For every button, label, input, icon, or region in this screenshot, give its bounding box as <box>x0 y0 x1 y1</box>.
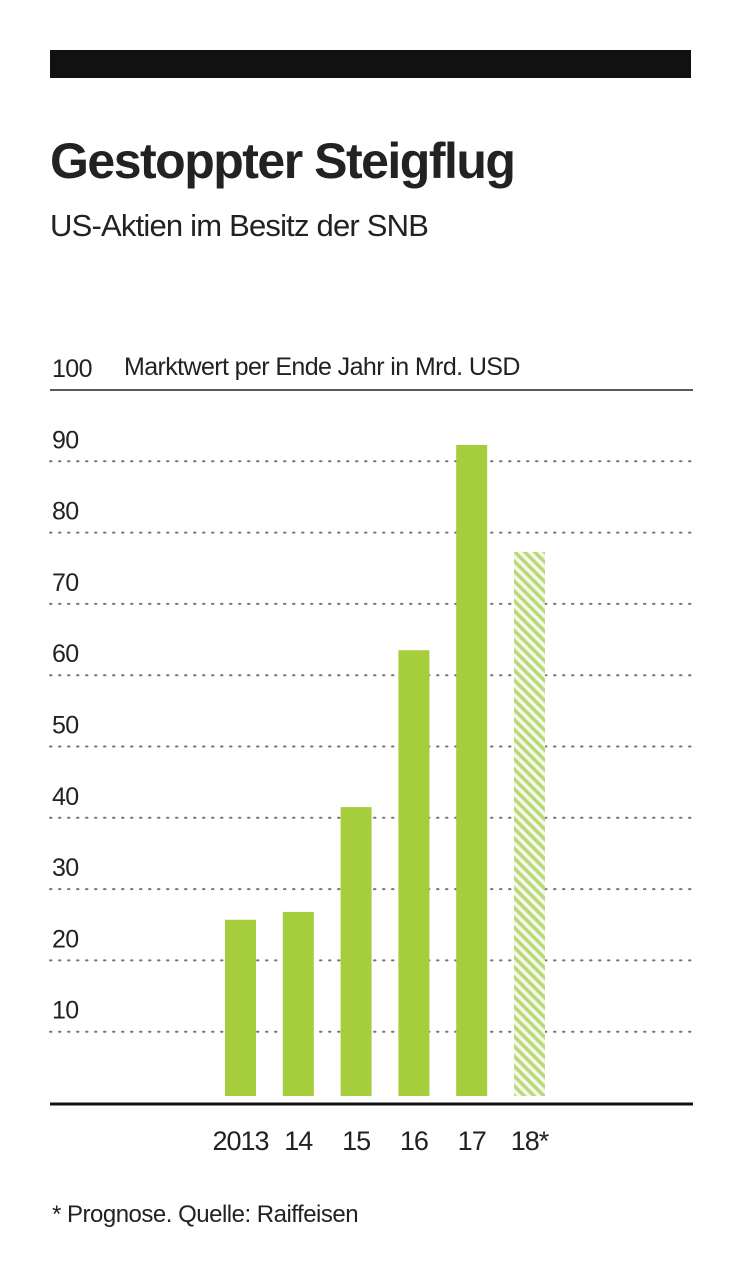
y-tick-label: 90 <box>52 426 79 454</box>
x-tick-label: 16 <box>400 1126 428 1156</box>
bar <box>282 911 314 1096</box>
x-tick-label: 18* <box>511 1126 550 1156</box>
y-axis-label: Marktwert per Ende Jahr in Mrd. USD <box>124 353 520 381</box>
chart-title: Gestoppter Steigflug <box>50 133 514 189</box>
y-tick-label: 100 <box>52 355 92 383</box>
y-tick-label: 40 <box>52 783 79 811</box>
y-tick-label: 60 <box>52 640 79 668</box>
bar <box>225 919 256 1096</box>
y-tick-label: 30 <box>52 854 79 882</box>
bar-forecast <box>514 551 545 1096</box>
x-tick-label: 14 <box>284 1126 313 1156</box>
footnote: * Prognose. Quelle: Raiffeisen <box>52 1201 358 1228</box>
y-tick-label: 50 <box>52 712 79 740</box>
chart-subtitle: US-Aktien im Besitz der SNB <box>50 208 428 243</box>
y-tick-label: 20 <box>52 925 79 953</box>
y-tick-label: 80 <box>52 498 79 526</box>
y-tick-label: 70 <box>52 569 79 597</box>
y-tick-label: 10 <box>52 997 79 1025</box>
bar <box>456 444 488 1096</box>
header-bar <box>50 50 691 78</box>
x-tick-label: 17 <box>458 1126 486 1156</box>
bar <box>398 650 430 1096</box>
x-tick-label: 2013 <box>212 1126 268 1156</box>
bar <box>340 807 372 1096</box>
x-tick-label: 15 <box>342 1126 370 1156</box>
